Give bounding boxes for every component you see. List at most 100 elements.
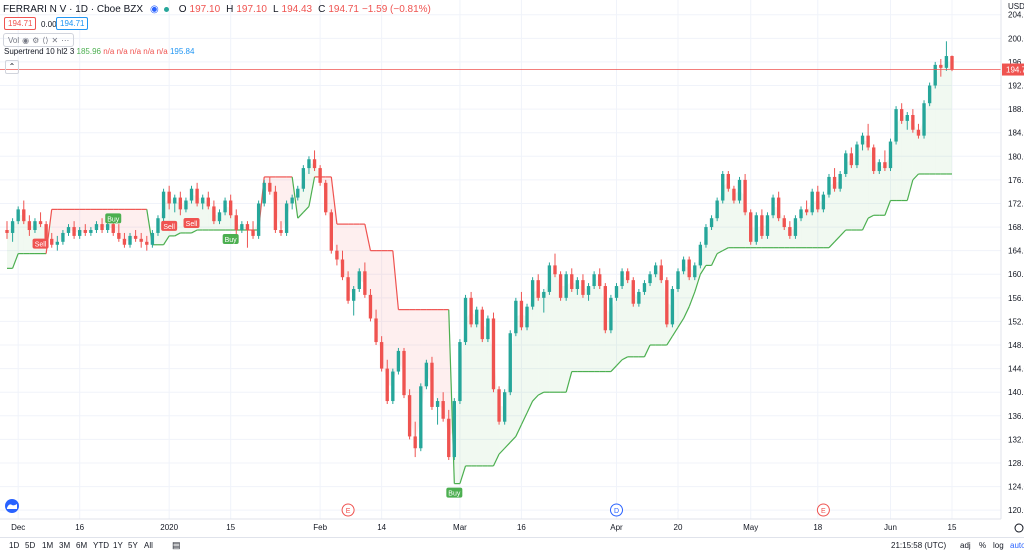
candle (27, 215, 32, 236)
supertrend-fill-segment (577, 284, 583, 372)
auto-toggle[interactable]: auto (1010, 541, 1024, 550)
range-5y[interactable]: 5Y (128, 541, 138, 550)
supertrend-segment (694, 274, 701, 293)
candle-body (105, 224, 110, 231)
candle (201, 194, 205, 210)
candle-body (150, 232, 155, 245)
utc-clock[interactable]: 21:15:58 (UTC) (891, 541, 947, 550)
x-tick-label: 16 (517, 523, 526, 532)
candle (139, 232, 143, 248)
candle (324, 179, 328, 216)
candle-body (491, 318, 496, 390)
supertrend-legend[interactable]: Supertrend 10 hl2 3 185.96 n/a n/a n/a n… (4, 47, 194, 56)
candle (463, 294, 468, 346)
candle-body (816, 191, 820, 210)
candle (502, 389, 507, 425)
range-all[interactable]: All (144, 541, 153, 550)
range-6m[interactable]: 6M (76, 541, 88, 550)
supertrend-segment (520, 412, 528, 425)
candle-body (603, 286, 607, 331)
y-tick-label: 192.0 (1008, 82, 1024, 91)
candle (614, 283, 619, 301)
candle-body (240, 224, 244, 231)
candle-body (581, 280, 585, 295)
supertrend-fill-segment (521, 314, 528, 425)
sell-signal: Sell (161, 220, 178, 231)
supertrend-fill-segment (588, 280, 595, 372)
candle-body (33, 221, 37, 231)
candle-body (201, 197, 205, 204)
collapse-legend-button[interactable]: ⌃ (5, 60, 19, 74)
more-icon[interactable]: ⋯ (61, 35, 70, 45)
candle-body (709, 218, 714, 228)
candle-body (66, 227, 71, 233)
candle-body (564, 274, 568, 298)
adj-toggle[interactable]: adj (960, 541, 971, 550)
candle (329, 209, 333, 254)
range-3m[interactable]: 3M (59, 541, 71, 550)
source-code-icon[interactable]: ⟨⟩ (42, 35, 49, 45)
candle-body (374, 318, 378, 343)
percent-toggle[interactable]: % (979, 541, 987, 550)
supertrend-fill-segment (616, 278, 623, 366)
supertrend-fill-segment (124, 209, 131, 242)
supertrend-segment (392, 250, 400, 310)
candle (592, 271, 596, 289)
supertrend-fill-segment (208, 201, 214, 231)
candle (128, 232, 132, 248)
visibility-icon[interactable]: ◉ (150, 4, 159, 15)
candle-body (94, 224, 99, 231)
candle-body (877, 162, 881, 172)
x-tick-label: 16 (75, 523, 84, 532)
supertrend-fill-segment (465, 311, 472, 466)
symbol-title[interactable]: FERRARI N V · 1D · Cboe BZX (3, 4, 144, 15)
range-1d[interactable]: 1D (9, 541, 20, 550)
signal-label: Sell (163, 224, 175, 231)
candle (933, 61, 937, 89)
log-toggle[interactable]: log (993, 541, 1004, 550)
candle-body (10, 221, 15, 233)
candle (883, 150, 887, 172)
supertrend-segment (308, 176, 316, 207)
range-1y[interactable]: 1Y (113, 541, 123, 550)
candle-body (486, 318, 490, 340)
close-icon[interactable]: ✕ (51, 35, 59, 45)
x-tick-label: 18 (813, 523, 822, 532)
eye-icon[interactable]: ◉ (22, 35, 30, 45)
spread-value: 0.00 (38, 19, 60, 30)
candle (916, 123, 921, 139)
range-1m[interactable]: 1M (42, 541, 54, 550)
buy-price-button[interactable]: 194.71 (56, 17, 89, 30)
supertrend-fill-segment (884, 154, 891, 216)
volume-legend[interactable]: Vol ◉ ⚙ ⟨⟩ ✕ ⋯ (3, 33, 75, 47)
supertrend-segment (677, 318, 685, 328)
candle-body (648, 274, 652, 284)
supertrend-fill-segment (767, 206, 774, 248)
candle (681, 256, 686, 275)
candle-body (329, 212, 333, 251)
range-ytd[interactable]: YTD (93, 541, 109, 550)
candle-body (167, 191, 171, 204)
candle-body (922, 103, 926, 136)
candle (704, 224, 708, 248)
settings-icon[interactable]: ⚙ (32, 35, 40, 45)
supertrend-fill-segment (560, 286, 567, 393)
supertrend-segment (699, 265, 707, 275)
candle-body (894, 109, 898, 142)
candle (626, 268, 630, 284)
candle (430, 356, 434, 410)
candle-body (653, 265, 658, 275)
calendar-icon[interactable]: ▤ (172, 540, 181, 550)
sell-price-button[interactable]: 194.71 (4, 17, 37, 30)
candle (827, 173, 831, 198)
candle-body (430, 362, 434, 407)
candles (5, 41, 954, 461)
tradingview-logo-icon[interactable] (4, 499, 20, 513)
candle-body (435, 401, 440, 407)
candle (877, 159, 881, 174)
range-5d[interactable]: 5D (25, 541, 36, 550)
y-tick-label: 176.0 (1008, 176, 1024, 185)
candle-body (514, 300, 518, 334)
